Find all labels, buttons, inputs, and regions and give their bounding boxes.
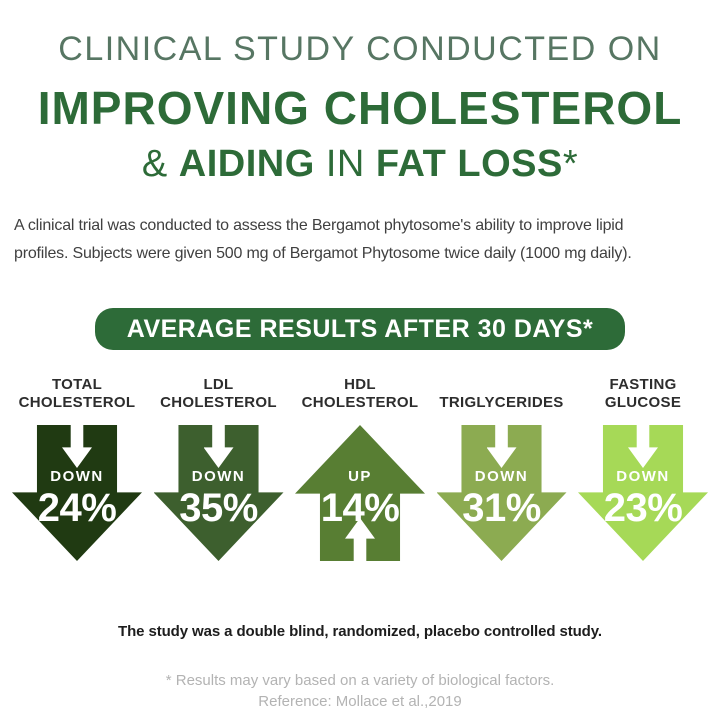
metric-label: LDL CHOLESTEROL	[160, 376, 277, 411]
percent-value: 14%	[320, 486, 400, 530]
footnotes: * Results may vary based on a variety of…	[0, 670, 720, 712]
title-ampersand: &	[141, 143, 168, 185]
metric-label: TRIGLYCERIDES	[439, 394, 564, 411]
arrow-text: DOWN 35%	[154, 468, 284, 531]
metric-fasting-glucose: FASTING GLUCOSE DOWN 23%	[576, 376, 710, 561]
title-fat-loss: FAT LOSS	[375, 143, 563, 185]
direction-label: DOWN	[616, 468, 670, 485]
study-note: The study was a double blind, randomized…	[118, 623, 602, 640]
arrow-text: DOWN 24%	[12, 468, 142, 531]
down-arrow: DOWN 35%	[153, 425, 284, 561]
metrics-row: TOTAL CHOLESTEROL DOWN 24% LDL CHOLESTER…	[0, 376, 720, 561]
title-line1: CLINICAL STUDY CONDUCTED ON	[58, 30, 662, 68]
down-arrow: DOWN 24%	[12, 425, 142, 561]
metric-label: FASTING GLUCOSE	[604, 376, 682, 411]
intro-paragraph: A clinical trial was conducted to assess…	[14, 212, 720, 268]
percent-value: 35%	[179, 486, 258, 530]
banner-row: AVERAGE RESULTS AFTER 30 DAYS*	[0, 308, 720, 350]
up-arrow: UP 14%	[295, 425, 425, 561]
direction-label: DOWN	[50, 468, 104, 485]
title-aiding: AIDING	[178, 143, 315, 185]
metric-triglycerides: TRIGLYCERIDES DOWN 31%	[435, 376, 569, 561]
down-arrow: DOWN 23%	[578, 425, 708, 561]
intro-line2: profiles. Subjects were given 500 mg of …	[14, 245, 632, 262]
direction-label: DOWN	[191, 468, 246, 485]
arrow-text: DOWN 31%	[437, 468, 567, 531]
metric-total-cholesterol: TOTAL CHOLESTEROL DOWN 24%	[10, 376, 144, 561]
intro-line1: A clinical trial was conducted to assess…	[14, 217, 624, 234]
header: CLINICAL STUDY CONDUCTED ON IMPROVING CH…	[0, 30, 720, 186]
title-in: IN	[325, 143, 365, 185]
metric-ldl-cholesterol: LDL CHOLESTEROL DOWN 35%	[152, 376, 286, 561]
direction-label: DOWN	[474, 468, 529, 485]
percent-value: 23%	[603, 486, 683, 530]
percent-value: 31%	[462, 486, 541, 530]
reference: Reference: Mollace et al.,2019	[258, 693, 462, 710]
metric-hdl-cholesterol: HDL CHOLESTEROL UP 14%	[293, 376, 427, 561]
percent-value: 24%	[37, 486, 117, 530]
metric-label: TOTAL CHOLESTEROL	[18, 376, 136, 411]
results-banner: AVERAGE RESULTS AFTER 30 DAYS*	[94, 308, 626, 350]
title-asterisk: *	[562, 143, 579, 185]
arrow-text: DOWN 23%	[578, 468, 708, 531]
arrow-text: UP 14%	[295, 468, 425, 531]
disclaimer: * Results may vary based on a variety of…	[165, 672, 555, 689]
metric-label: HDL CHOLESTEROL	[301, 376, 419, 411]
down-arrow: DOWN 31%	[436, 425, 567, 561]
title-line2: IMPROVING CHOLESTEROL	[37, 82, 683, 134]
direction-label: UP	[348, 468, 372, 485]
title-line3: & AIDING IN FAT LOSS*	[0, 143, 720, 186]
